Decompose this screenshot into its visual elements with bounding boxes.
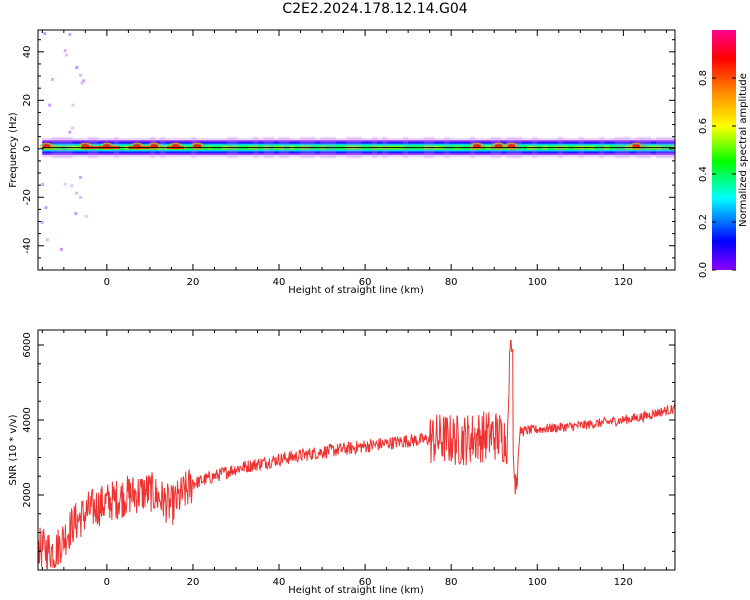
colorbar-tick-label: 0.4 [698, 166, 709, 182]
x-tick-label: 100 [528, 277, 547, 288]
colorbar-tick-label: 0.0 [698, 262, 709, 278]
x-tick-label: 100 [528, 577, 547, 588]
y-tick-label: 2000 [22, 482, 33, 507]
x-tick-label: 120 [614, 277, 633, 288]
speck [79, 195, 83, 199]
speck [68, 32, 72, 36]
speck [75, 191, 79, 195]
x-tick-label: 60 [359, 277, 372, 288]
x-tick-label: 80 [445, 577, 458, 588]
speck [79, 73, 83, 77]
speck [63, 182, 67, 186]
colorbar-label: Normalized spectral amplitude [738, 73, 749, 227]
speck [80, 81, 84, 85]
speck [74, 212, 78, 216]
snr-x-ticks: 0 20 40 60 80 100 120 [41, 330, 667, 588]
hot-spot-ring [492, 142, 506, 150]
speck [68, 130, 72, 134]
speck [43, 32, 47, 36]
hot-spot-ring [190, 142, 204, 150]
y-tick-label: 6000 [22, 332, 33, 357]
spectrogram-x-label: Height of straight line (km) [288, 285, 424, 296]
snr-y-ticks: 2000 4000 6000 [22, 332, 675, 552]
y-tick-label: 4000 [22, 407, 33, 432]
snr-frame [37, 329, 676, 571]
speck [44, 206, 48, 210]
x-tick-label: 0 [104, 277, 110, 288]
snr-data [38, 339, 675, 570]
chart-title: C2E2.2024.178.12.14.G04 [282, 1, 468, 17]
y-tick-label: 20 [22, 94, 33, 107]
speck [79, 175, 83, 179]
x-tick-label: 60 [359, 577, 372, 588]
speck [59, 247, 63, 251]
snr-x-label: Height of straight line (km) [288, 585, 424, 596]
speck [84, 214, 88, 218]
hot-spot-ring [504, 142, 518, 150]
speck [65, 53, 69, 57]
colorbar-tick-label: 0.6 [698, 118, 709, 134]
hot-spot-ring [40, 142, 54, 150]
speck [48, 103, 52, 107]
colorbar-ticks: 0.0 0.2 0.4 0.6 0.8 [698, 70, 736, 278]
spectrogram-x-ticks: 0 20 40 60 80 100 120 [41, 30, 667, 288]
hot-spot-ring [629, 142, 643, 150]
speck [70, 184, 74, 188]
colorbar-tick-label: 0.8 [698, 70, 709, 86]
colorbar: 0.0 0.2 0.4 0.6 0.8 Normalized spectral ampl… [698, 30, 749, 278]
speck [40, 220, 44, 224]
y-tick-label: 40 [22, 45, 33, 58]
spectrogram-plot: 0 20 40 60 80 100 120 -40 -20 0 20 40 Height of st… [8, 29, 676, 296]
x-tick-label: 20 [187, 577, 200, 588]
colorbar-gradient [712, 30, 736, 270]
x-tick-label: 80 [445, 277, 458, 288]
speck [41, 182, 45, 186]
spectrogram-y-ticks: -40 -20 0 20 40 [22, 39, 675, 259]
x-tick-label: 0 [104, 577, 110, 588]
speck [51, 77, 55, 81]
spectrogram-data [40, 32, 675, 251]
y-tick-label: -40 [22, 238, 33, 254]
speck [82, 79, 86, 83]
speck [75, 66, 79, 70]
x-tick-label: 120 [614, 577, 633, 588]
y-tick-label: 0 [22, 146, 33, 152]
speck [45, 238, 49, 242]
spectrogram-frame [37, 29, 676, 271]
y-tick-label: -20 [22, 189, 33, 205]
colorbar-tick-label: 0.2 [698, 214, 709, 230]
spectrogram-y-label: Frequency (Hz) [8, 112, 19, 188]
snr-line [38, 339, 675, 570]
speck [63, 49, 67, 53]
speck [70, 126, 74, 130]
snr-plot: 0 20 40 60 80 100 120 2000 4000 6000 Height of s… [8, 329, 676, 596]
x-tick-label: 40 [273, 277, 286, 288]
x-tick-label: 20 [187, 277, 200, 288]
hot-spot-ring [470, 142, 484, 150]
speck [71, 103, 75, 107]
snr-y-label: SNR (10 * v/v) [8, 414, 19, 485]
x-tick-label: 40 [273, 577, 286, 588]
